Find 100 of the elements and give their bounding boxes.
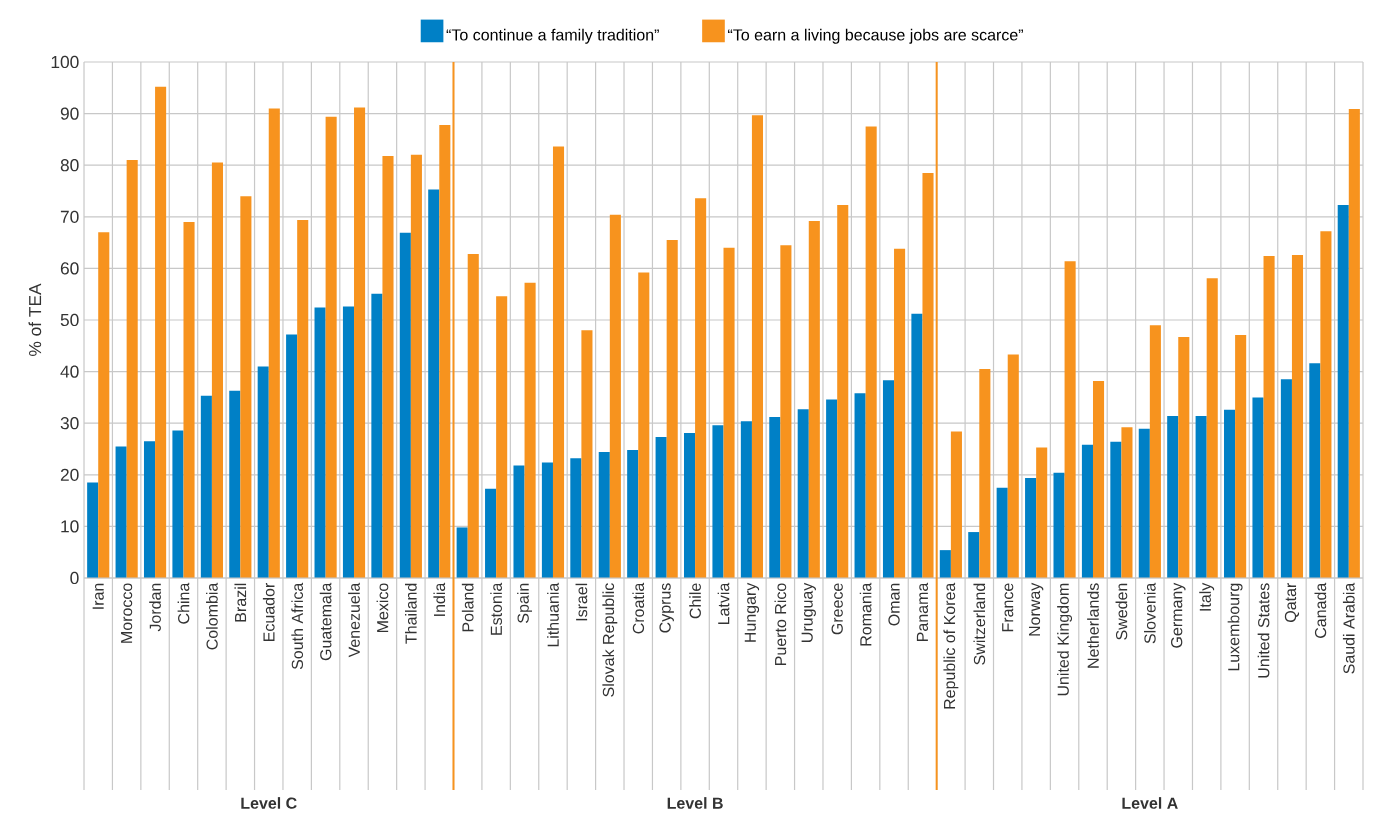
bar — [712, 425, 724, 578]
x-tick-label: Venezuela — [348, 582, 360, 658]
y-tick-label: 40 — [60, 365, 79, 378]
x-tick-label: Chile — [689, 583, 701, 619]
bar — [467, 253, 479, 578]
x-tick-label: Morocco — [121, 583, 133, 643]
bar — [410, 154, 422, 578]
bar — [172, 430, 184, 578]
bar — [882, 380, 895, 578]
bar — [1167, 415, 1179, 578]
x-tick-label: Luxembourg — [1227, 583, 1243, 671]
bar — [627, 450, 639, 578]
text: Level C — [241, 797, 297, 809]
x-tick-label: Romania — [859, 582, 872, 646]
bar — [751, 115, 764, 578]
bar — [428, 189, 440, 578]
y-tick-label: 80 — [60, 159, 79, 172]
y-tick-label: 60 — [60, 262, 79, 275]
x-tick-label: United States — [1257, 583, 1270, 678]
x-tick-label: Saudi Arabia — [1342, 582, 1355, 674]
bar — [286, 334, 298, 578]
y-tick-label: 70 — [60, 210, 79, 223]
bar — [939, 550, 951, 578]
x-tick-label: Hungary — [744, 582, 760, 642]
bar — [552, 146, 565, 578]
x-tick-label: France — [1002, 583, 1014, 632]
bar — [268, 108, 280, 578]
bar — [865, 126, 877, 578]
bar — [808, 220, 820, 578]
text: Level A — [1122, 797, 1178, 809]
bar — [894, 248, 906, 578]
bar — [570, 458, 582, 578]
bar — [240, 196, 252, 578]
bar — [1138, 428, 1150, 578]
legend-label: “To continue a family tradition” — [446, 28, 659, 44]
bar — [684, 432, 696, 578]
x-tick-label: Panama — [916, 582, 929, 641]
bar — [354, 107, 366, 578]
bar — [581, 330, 593, 578]
bar — [183, 221, 195, 578]
y-tick-label: 90 — [60, 107, 79, 120]
bar — [996, 487, 1008, 578]
bar — [1053, 472, 1065, 578]
bar — [1064, 261, 1076, 578]
bar — [922, 172, 934, 578]
bar — [1036, 447, 1048, 578]
bar — [1178, 337, 1190, 578]
bar — [342, 306, 355, 578]
x-tick-label: Mexico — [376, 583, 389, 633]
bar — [439, 124, 451, 578]
y-tick-label: 30 — [60, 417, 79, 430]
bar — [1206, 278, 1218, 578]
bar — [1235, 334, 1247, 578]
bar — [655, 437, 667, 578]
bar — [98, 232, 110, 578]
bar — [1309, 363, 1321, 578]
x-tick-label: Guatemala — [319, 582, 332, 661]
bar — [229, 390, 241, 578]
x-tick-label: Jordan — [149, 583, 161, 632]
bar — [695, 198, 707, 578]
x-tick-label: Italy — [1199, 582, 1215, 611]
text: Level B — [667, 797, 723, 809]
bar — [723, 247, 735, 578]
bar — [1007, 354, 1019, 578]
bar — [854, 393, 866, 578]
x-tick-label: Puerto Rico — [774, 583, 787, 665]
bar — [399, 232, 411, 578]
bar — [1320, 231, 1332, 578]
bar — [87, 482, 99, 578]
bar — [297, 219, 309, 578]
bar — [513, 465, 525, 578]
x-tick-label: Spain — [517, 583, 533, 623]
bar — [1092, 380, 1105, 578]
y-tick-label: 10 — [61, 520, 79, 533]
x-tick-label: China — [177, 582, 190, 624]
bar — [456, 527, 468, 578]
bar — [598, 452, 610, 578]
bar — [666, 240, 678, 578]
bar — [1280, 379, 1292, 578]
bar — [780, 245, 792, 578]
bar — [797, 409, 809, 578]
bar — [1348, 108, 1360, 578]
x-tick-label: Canada — [1314, 582, 1327, 638]
x-tick-label: Slovak Republic — [602, 583, 618, 697]
bar — [200, 395, 212, 578]
bar — [1195, 415, 1207, 578]
bar — [1149, 325, 1161, 578]
x-tick-label: Croatia — [632, 582, 645, 634]
x-tick-label: Norway — [1028, 582, 1044, 636]
bar — [1337, 204, 1349, 578]
y-tick-label: 100 — [51, 55, 79, 69]
x-tick-label: Netherlands — [1087, 583, 1099, 668]
bar — [1025, 477, 1037, 578]
x-tick-label: South Africa — [291, 582, 304, 670]
x-tick-label: Thailand — [405, 583, 417, 644]
bar — [769, 417, 781, 578]
y-tick-label: 50 — [60, 313, 79, 327]
bar — [371, 293, 383, 578]
x-tick-label: Israel — [575, 583, 588, 621]
x-tick-label: United Kingdom — [1057, 583, 1073, 696]
